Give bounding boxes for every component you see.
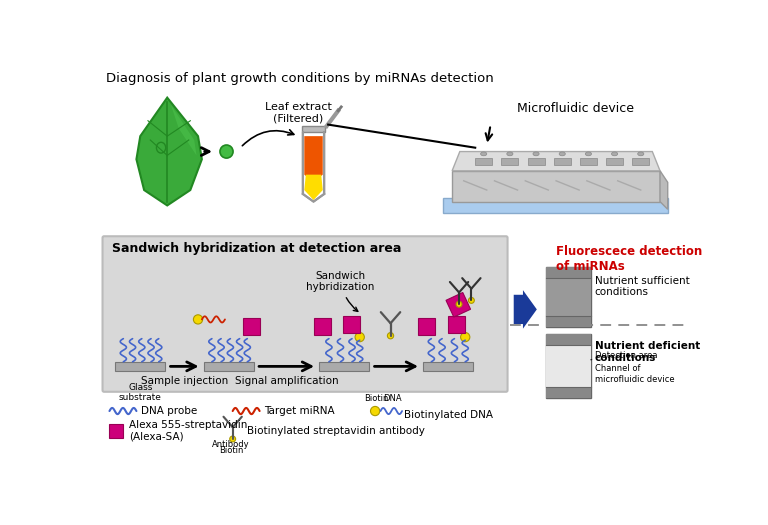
Text: Fluorescece detection
of miRNAs: Fluorescece detection of miRNAs bbox=[556, 246, 702, 274]
Ellipse shape bbox=[468, 298, 475, 303]
Text: Nutrient deficient
conditions: Nutrient deficient conditions bbox=[594, 341, 700, 363]
Bar bbox=[546, 387, 591, 398]
Text: Channel of
microfluidic device: Channel of microfluidic device bbox=[594, 364, 674, 384]
Ellipse shape bbox=[220, 145, 233, 158]
Bar bbox=[243, 318, 260, 335]
Text: Signal amplification: Signal amplification bbox=[235, 376, 339, 386]
Bar bbox=[546, 278, 591, 317]
Bar bbox=[449, 316, 465, 332]
Bar bbox=[546, 345, 591, 387]
Bar bbox=[606, 158, 623, 165]
Polygon shape bbox=[304, 175, 323, 200]
Polygon shape bbox=[171, 106, 197, 155]
Text: Nutrient sufficient
conditions: Nutrient sufficient conditions bbox=[594, 276, 690, 297]
Bar bbox=[546, 334, 591, 398]
Text: Diagnosis of plant growth conditions by miRNAs detection: Diagnosis of plant growth conditions by … bbox=[106, 72, 493, 85]
Bar bbox=[546, 334, 591, 345]
Polygon shape bbox=[452, 171, 660, 202]
Bar bbox=[115, 362, 165, 371]
Ellipse shape bbox=[533, 152, 539, 156]
Text: Biotin: Biotin bbox=[365, 394, 389, 403]
Text: Sandwich hybridization at detection area: Sandwich hybridization at detection area bbox=[112, 243, 401, 255]
Text: Sample injection: Sample injection bbox=[141, 376, 228, 386]
Polygon shape bbox=[443, 198, 667, 213]
Polygon shape bbox=[304, 136, 323, 182]
Text: Biotinylated DNA: Biotinylated DNA bbox=[404, 410, 492, 420]
Bar bbox=[423, 362, 473, 371]
Text: Biotin: Biotin bbox=[219, 446, 243, 456]
Ellipse shape bbox=[559, 152, 565, 156]
Bar bbox=[580, 158, 597, 165]
Bar bbox=[632, 158, 649, 165]
Ellipse shape bbox=[194, 315, 203, 324]
Ellipse shape bbox=[230, 436, 236, 442]
Bar bbox=[302, 126, 325, 132]
Ellipse shape bbox=[637, 152, 644, 156]
Bar bbox=[314, 318, 331, 335]
Ellipse shape bbox=[611, 152, 617, 156]
FancyBboxPatch shape bbox=[103, 236, 508, 392]
Ellipse shape bbox=[461, 332, 470, 342]
Bar bbox=[546, 267, 591, 327]
Bar bbox=[475, 158, 492, 165]
Polygon shape bbox=[660, 171, 667, 209]
Ellipse shape bbox=[481, 152, 487, 156]
Ellipse shape bbox=[456, 301, 462, 307]
Bar bbox=[319, 362, 369, 371]
Bar bbox=[502, 158, 518, 165]
Text: Target miRNA: Target miRNA bbox=[264, 406, 335, 416]
Text: Alexa 555-streptavidin
(Alexa-SA): Alexa 555-streptavidin (Alexa-SA) bbox=[129, 420, 247, 442]
FancyArrow shape bbox=[514, 290, 537, 329]
Polygon shape bbox=[137, 98, 202, 205]
Text: Glass
substrate: Glass substrate bbox=[119, 383, 162, 402]
Bar bbox=[110, 424, 124, 438]
Text: Antibody: Antibody bbox=[212, 440, 250, 449]
Text: Leaf extract
(Filtered): Leaf extract (Filtered) bbox=[265, 101, 332, 123]
Bar bbox=[204, 362, 254, 371]
Text: Microfluidic device: Microfluidic device bbox=[517, 101, 634, 114]
Bar bbox=[343, 316, 359, 332]
Text: Detection area: Detection area bbox=[591, 351, 657, 360]
Text: Sandwich
hybridization: Sandwich hybridization bbox=[306, 271, 375, 311]
Bar bbox=[446, 292, 471, 317]
Ellipse shape bbox=[585, 152, 591, 156]
Bar bbox=[546, 317, 591, 327]
Bar bbox=[554, 158, 571, 165]
Ellipse shape bbox=[370, 406, 379, 416]
Bar bbox=[546, 267, 591, 278]
Bar bbox=[419, 318, 435, 335]
Polygon shape bbox=[452, 152, 660, 171]
Text: DNA: DNA bbox=[382, 394, 402, 403]
Ellipse shape bbox=[355, 332, 364, 342]
Ellipse shape bbox=[387, 333, 394, 339]
Text: DNA probe: DNA probe bbox=[141, 406, 197, 416]
Bar bbox=[528, 158, 545, 165]
Text: Biotinylated streptavidin antibody: Biotinylated streptavidin antibody bbox=[247, 426, 425, 436]
Ellipse shape bbox=[507, 152, 513, 156]
